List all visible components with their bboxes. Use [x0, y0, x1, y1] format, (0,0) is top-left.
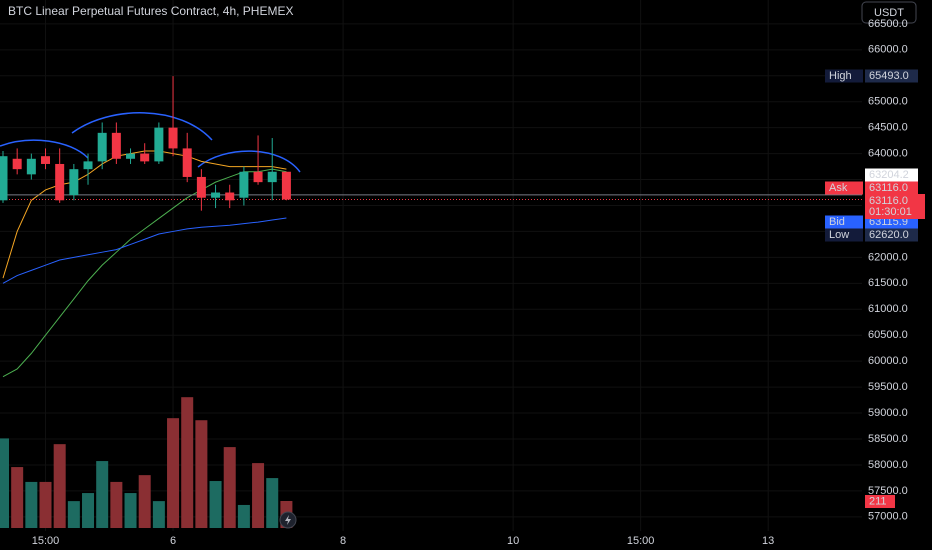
- volume-bar: [82, 493, 95, 528]
- y-tick-label: 58500.0: [868, 433, 908, 445]
- x-tick-label: 13: [762, 535, 774, 547]
- y-tick-label: 57000.0: [868, 511, 908, 523]
- y-tick-label: 59000.0: [868, 407, 908, 419]
- volume-bar: [195, 420, 208, 528]
- volume-tag: [865, 495, 895, 508]
- current-price-label: 63116.0: [869, 195, 908, 207]
- price-tag-label: 63116.0: [869, 182, 908, 194]
- candle-body: [126, 153, 136, 159]
- lightning-icon: [285, 515, 291, 525]
- price-tag-label: 62620.0: [869, 229, 909, 241]
- countdown: 01:30:01: [869, 206, 912, 218]
- candle-body: [182, 148, 192, 177]
- last-price-label: 63204.2: [869, 169, 909, 181]
- volume-bar: [138, 475, 151, 528]
- volume-bar: [252, 463, 265, 528]
- y-tick-label: 61500.0: [868, 277, 908, 289]
- chart-title: BTC Linear Perpetual Futures Contract, 4…: [8, 4, 293, 18]
- y-tick-label: 66500.0: [868, 18, 908, 30]
- candle-body: [97, 132, 107, 162]
- x-tick-label: 15:00: [32, 535, 60, 547]
- price-tag-name: High: [829, 70, 852, 82]
- volume-bar: [152, 501, 165, 528]
- candle-body: [211, 192, 221, 198]
- volume-bar: [124, 493, 137, 528]
- pattern-arc: [0, 139, 89, 159]
- volume-bar: [53, 444, 66, 528]
- currency-label[interactable]: USDT: [874, 7, 904, 19]
- volume-bar: [96, 461, 109, 528]
- candle-body: [26, 158, 36, 175]
- y-tick-label: 60000.0: [868, 355, 908, 367]
- price-tag-name-box: [825, 228, 863, 242]
- price-tag-name-box: [825, 69, 863, 83]
- x-tick-label: 6: [170, 535, 176, 547]
- candle-body: [41, 156, 51, 164]
- candle-body: [140, 153, 150, 162]
- volume-bar: [237, 504, 250, 528]
- y-tick-label: 60500.0: [868, 329, 908, 341]
- x-tick-label: 8: [340, 535, 346, 547]
- volume-bar: [167, 418, 180, 528]
- grid: [0, 0, 862, 531]
- candle-body: [69, 169, 79, 196]
- candle-body: [267, 171, 277, 183]
- candle-body: [239, 171, 249, 198]
- pattern-arc: [71, 112, 213, 141]
- x-tick-label: 10: [507, 535, 519, 547]
- volume-bar: [0, 438, 9, 528]
- y-tick-label: 66000.0: [868, 44, 908, 56]
- y-tick-label: 57500.0: [868, 485, 908, 497]
- volume-bar: [223, 447, 236, 528]
- volume-bar: [266, 478, 279, 528]
- currency-button[interactable]: [861, 1, 917, 24]
- candle-body: [55, 163, 65, 201]
- moving-average-line: [2, 217, 287, 284]
- y-tick-label: 64000.0: [868, 148, 908, 160]
- volume-bar: [67, 501, 80, 528]
- y-tick-label: 58000.0: [868, 459, 908, 471]
- candle-body: [0, 156, 8, 201]
- y-tick-label: 65000.0: [868, 96, 908, 108]
- candle-body: [154, 127, 164, 162]
- price-tag-box: [865, 181, 918, 195]
- price-tag-name: Bid: [829, 216, 845, 228]
- moving-average-line: [2, 168, 287, 378]
- price-tag-name: Low: [829, 229, 849, 241]
- price-tag-box: [865, 228, 918, 242]
- y-tick-label: 64500.0: [868, 122, 908, 134]
- candle-body: [281, 171, 291, 200]
- volume-bar: [181, 397, 194, 528]
- volume-bar: [110, 481, 123, 528]
- candle-body: [12, 158, 22, 170]
- volume-bar: [39, 481, 52, 528]
- plot: [0, 76, 862, 528]
- price-tag-box: [865, 69, 918, 83]
- y-tick-label: 61000.0: [868, 303, 908, 315]
- last-price-tag: [865, 168, 918, 182]
- price-tag-name-box: [825, 181, 863, 195]
- y-tick-label: 59500.0: [868, 381, 908, 393]
- volume-bar: [209, 481, 222, 528]
- volume-bar: [11, 467, 24, 528]
- y-tick-label: 62000.0: [868, 251, 908, 263]
- candle-body: [253, 171, 263, 183]
- current-price-tag: [865, 194, 925, 219]
- price-tag-name: Ask: [829, 182, 848, 194]
- x-tick-label: 15:00: [627, 535, 655, 547]
- price-tag-label: 65493.0: [869, 70, 909, 82]
- price-tag-name-box: [825, 215, 863, 229]
- volume-tag-label: 211: [869, 495, 887, 507]
- candle-body: [83, 161, 93, 170]
- pattern-arc: [197, 150, 301, 173]
- candle-body: [196, 176, 206, 198]
- candle-body: [168, 127, 178, 149]
- volume-bar: [25, 481, 38, 528]
- candle-body: [111, 132, 121, 159]
- candle-body: [225, 192, 235, 201]
